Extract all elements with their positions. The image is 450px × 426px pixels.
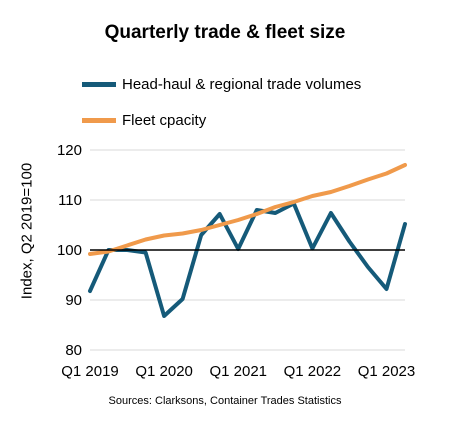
legend-label-fleet: Fleet cpacity (122, 111, 207, 129)
y-tick-label: 120 (57, 142, 82, 159)
x-tick-label: Q1 2019 (61, 363, 119, 380)
x-tick-label: Q1 2021 (209, 363, 267, 380)
x-tick-label: Q1 2023 (358, 363, 416, 380)
legend-item-fleet: Fleet cpacity (82, 102, 361, 138)
legend-item-trade: Head-haul & regional trade volumes (82, 66, 361, 102)
y-tick-label: 90 (65, 292, 82, 309)
y-tick-label: 110 (58, 192, 82, 209)
trade-volume-line (88, 201, 407, 318)
legend-swatch-fleet (82, 117, 116, 123)
y-tick-label: 80 (65, 342, 82, 359)
legend: Head-haul & regional trade volumes Fleet… (82, 66, 361, 138)
y-tick-label: 100 (57, 242, 82, 259)
fleet-capacity-line (88, 163, 407, 256)
legend-swatch-trade (82, 81, 116, 87)
chart-title: Quarterly trade & fleet size (104, 22, 346, 43)
source-note: Sources: Clarksons, Container Trades Sta… (108, 395, 342, 407)
x-tick-label: Q1 2022 (284, 363, 342, 380)
legend-label-trade: Head-haul & regional trade volumes (122, 75, 362, 93)
x-tick-label: Q1 2020 (135, 363, 193, 380)
